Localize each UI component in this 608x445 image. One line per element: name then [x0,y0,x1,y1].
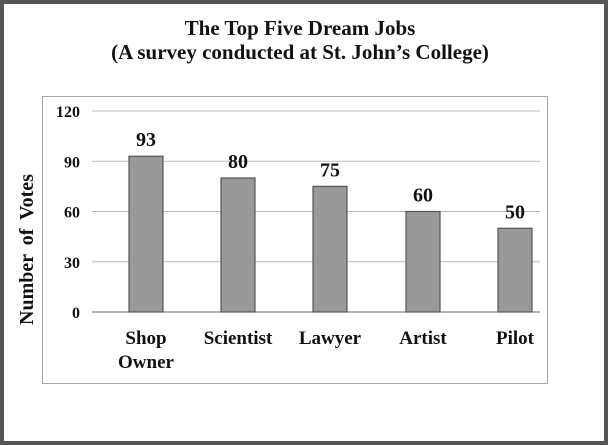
chart-title-block: The Top Five Dream Jobs (A survey conduc… [0,16,600,64]
bar [128,155,164,313]
bar [405,210,441,313]
data-label: 75 [320,159,340,181]
bar [312,185,348,313]
x-tick-label: Scientist [204,328,273,349]
bar [220,177,256,313]
x-tick-label: Artist [399,328,447,349]
bar [497,227,533,313]
chart-title: The Top Five Dream Jobs [184,16,416,40]
x-tick-label: Shop [125,328,166,349]
x-tick-label: Pilot [496,328,535,349]
y-tick-label: 120 [56,104,80,121]
chart-subtitle: (A survey conducted at St. John’s Colleg… [111,40,489,64]
x-tick-label: Lawyer [299,328,362,349]
data-label: 80 [228,151,248,173]
y-tick-label: 90 [64,154,80,171]
y-tick-label: 60 [64,205,80,222]
data-label: 60 [413,185,433,207]
y-tick-label: 0 [72,305,80,322]
y-tick-label: 30 [64,255,80,272]
data-label: 50 [505,201,525,223]
data-label: 93 [136,129,156,151]
x-tick-label: Owner [118,352,175,373]
plot-area-border [42,96,548,384]
